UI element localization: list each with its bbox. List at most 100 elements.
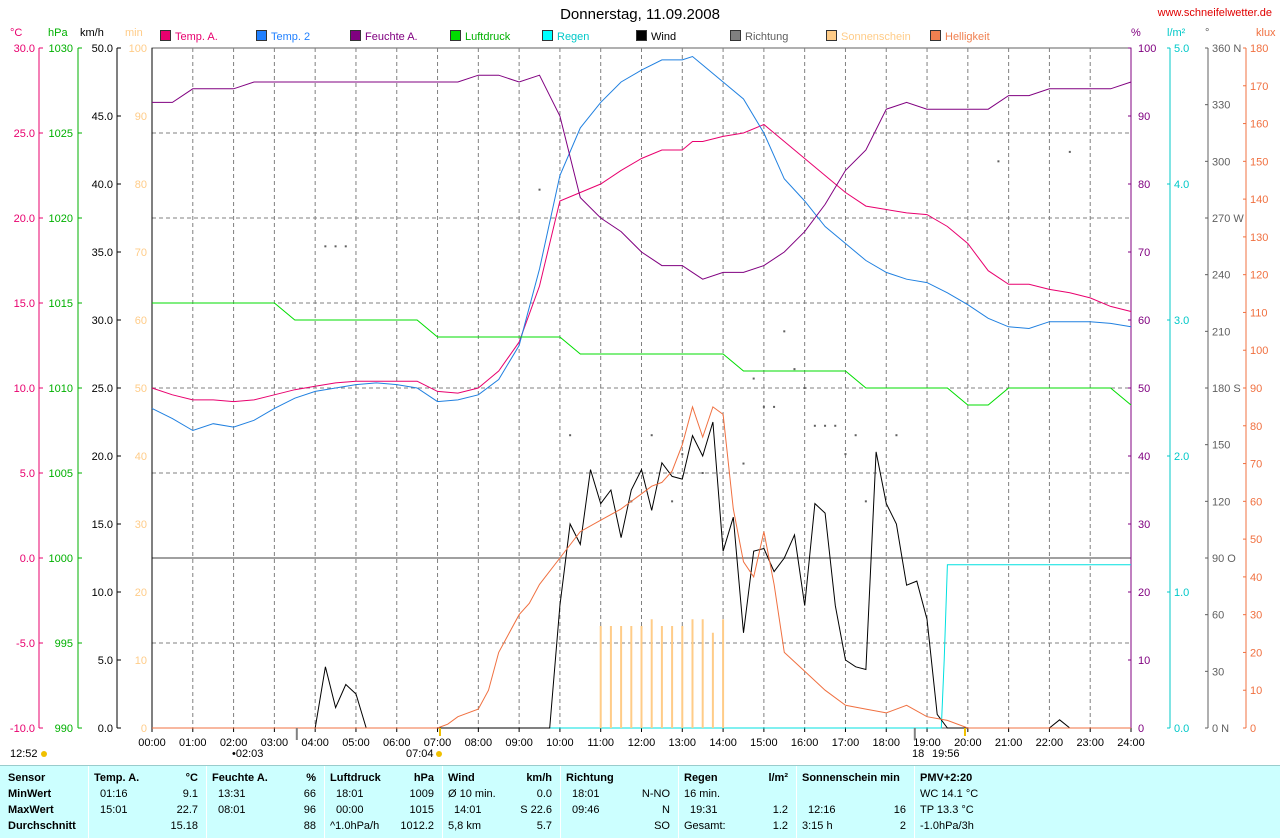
hum-min-value: 66: [303, 788, 316, 800]
rain-unit-label: l/m²: [1167, 27, 1186, 39]
dir-tick-label: 180 S: [1212, 383, 1241, 395]
pressure-trend-3h: -1.0hPa/3h: [920, 820, 974, 832]
press-tick-label: 995: [55, 638, 73, 650]
dir-tick-label: 30: [1212, 666, 1224, 678]
lux-tick-label: 130: [1250, 232, 1268, 244]
direction-dot: [864, 500, 867, 503]
x-tick-label: 24:00: [1117, 737, 1145, 749]
dir-unit-label: °: [1205, 27, 1209, 39]
lux-tick-label: 100: [1250, 345, 1268, 357]
x-tick-label: 17:00: [832, 737, 860, 749]
temp-unit-label: °C: [10, 27, 22, 39]
lux-unit-label: klux: [1256, 27, 1276, 39]
series-line-helligkeit: [152, 405, 1131, 729]
x-tick-label: 13:00: [669, 737, 697, 749]
dir-max-value: N: [662, 804, 670, 816]
rain-head: Regen: [684, 772, 718, 784]
hum-tick-label: 40: [1138, 451, 1150, 463]
legend-label: Helligkeit: [945, 31, 990, 43]
lux-tick-label: 90: [1250, 383, 1262, 395]
temp-tick-label: 30.0: [14, 43, 35, 55]
legend-label: Temp. 2: [271, 31, 311, 43]
legend-item: Helligkeit: [930, 30, 990, 43]
dir-avg-value: SO: [654, 820, 670, 832]
series-line-temp-a: [151, 123, 1132, 403]
wind-tick-label: 5.0: [98, 655, 113, 667]
chart-title: Donnerstag, 11.09.2008: [560, 6, 720, 23]
press-avg-value: 1012.2: [400, 820, 434, 832]
press-unit: hPa: [413, 772, 434, 784]
lux-tick-label: 10: [1250, 685, 1262, 697]
x-tick-label: 05:00: [342, 737, 370, 749]
dir-tick-label: 0 N: [1212, 723, 1229, 735]
press-min-time: 18:01: [336, 788, 364, 800]
sun-marker-icon: [436, 751, 442, 757]
temp-unit: °C: [185, 772, 198, 784]
legend-label: Temp. A.: [175, 31, 218, 43]
temp-tick-label: -10.0: [10, 723, 35, 735]
hum-min-time: 13:31: [218, 788, 246, 800]
legend-label: Luftdruck: [465, 31, 511, 43]
site-link[interactable]: www.schneifelwetter.de: [1157, 7, 1272, 19]
hum-max-value: 96: [303, 804, 316, 816]
wind-head: Wind: [448, 772, 475, 784]
direction-dot: [334, 245, 337, 248]
x-tick-label: 11:00: [587, 737, 614, 749]
x-tick-label: 19:00: [913, 737, 941, 749]
sun-tick-label: 40: [135, 451, 147, 463]
temp-tick-label: 0.0: [20, 553, 35, 565]
dir-tick-label: 60: [1212, 610, 1224, 622]
rain-total-label: Gesamt:: [684, 820, 726, 832]
marker-0704: 07:04: [406, 748, 434, 760]
press-tick-label: 1010: [49, 383, 73, 395]
pmv-column: PMV+2:20 WC 14.1 °C TP 13.3 °C -1.0hPa/3…: [920, 770, 1020, 834]
series-line-temp-2: [151, 55, 1132, 432]
sun-unit-label: min: [125, 27, 143, 39]
direction-dot: [650, 434, 653, 437]
hum-tick-label: 20: [1138, 587, 1150, 599]
statistics-footer: Sensor MinWert MaxWert Durchschnitt Temp…: [0, 765, 1280, 838]
wind-unit: km/h: [526, 772, 552, 784]
direction-dot: [997, 160, 1000, 163]
legend-item: Temp. 2: [256, 30, 310, 43]
temp-tick-label: 15.0: [14, 298, 35, 310]
rain-column: Regen l/m² 16 min. 19:31 1.2 Gesamt: 1.2: [684, 770, 788, 834]
dir-tick-label: 360 N: [1212, 43, 1241, 55]
legend-item: Temp. A.: [160, 30, 218, 43]
sun-tick-label: 0: [141, 723, 147, 735]
press-tick-label: 1030: [49, 43, 73, 55]
sun-max-time: 12:16: [808, 804, 836, 816]
temp-min-time: 01:16: [100, 788, 128, 800]
direction-dot: [344, 245, 347, 248]
wind-tick-label: 35.0: [92, 247, 113, 259]
press-tick-label: 1015: [49, 298, 73, 310]
sun-tick-label: 100: [129, 43, 147, 55]
direction-dot: [681, 453, 684, 456]
temp-avg-value: 15.18: [170, 820, 198, 832]
series-line-regen: [152, 564, 1131, 729]
legend-swatch: [930, 30, 941, 41]
direction-dot: [824, 424, 827, 427]
temp-max-value: 22.7: [176, 804, 198, 816]
press-tick-label: 990: [55, 723, 73, 735]
min-label: MinWert: [8, 788, 52, 800]
hum-head: Feuchte A.: [212, 772, 268, 784]
x-tick-label: 23:00: [1076, 737, 1104, 749]
lux-tick-label: 60: [1250, 496, 1262, 508]
temp-tick-label: -5.0: [16, 638, 35, 650]
direction-dot: [773, 405, 776, 408]
sensor-head: Sensor: [8, 772, 46, 784]
wind-column: Wind km/h Ø 10 min. 0.0 14:01 S 22.6 5,8 km…: [448, 770, 552, 834]
wind-min-note: Ø 10 min.: [448, 788, 496, 800]
direction-dot: [844, 453, 847, 456]
temp-column: Temp. A. °C 01:16 9.1 15:01 22.7 15.18: [94, 770, 198, 834]
x-tick-label: 12:00: [628, 737, 656, 749]
lux-tick-label: 40: [1250, 572, 1262, 584]
rain-total-value: 1.2: [772, 820, 788, 832]
wind-chill: WC 14.1 °C: [920, 788, 979, 800]
x-tick-label: 20:00: [954, 737, 982, 749]
wind-tick-label: 10.0: [92, 587, 113, 599]
temp-tick-label: 20.0: [14, 213, 35, 225]
x-tick-label: 10:00: [546, 737, 574, 749]
wind-tick-label: 30.0: [92, 315, 113, 327]
